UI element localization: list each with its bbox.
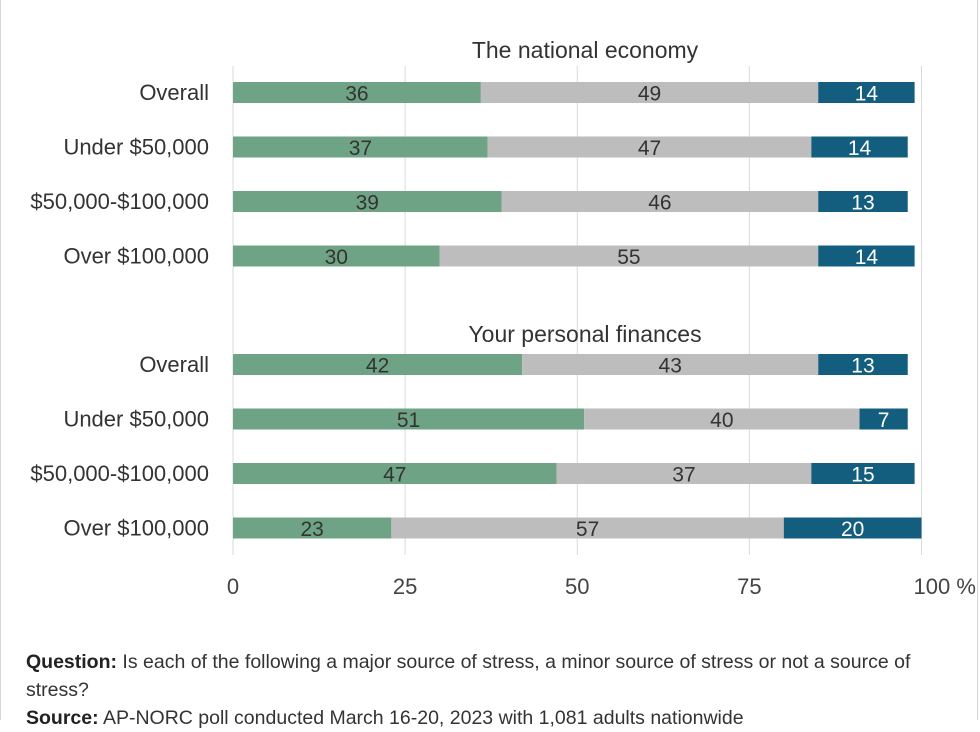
bar-segment <box>501 191 819 212</box>
bar-segment <box>233 245 440 267</box>
data-label: 43 <box>659 355 682 378</box>
panel-title-1: The national economy <box>472 37 699 63</box>
category-label: $50,000-$100,000 <box>30 461 209 486</box>
data-label: 20 <box>841 518 864 541</box>
source-label: Source: <box>26 707 99 729</box>
bar-segment <box>233 517 392 539</box>
data-label: 14 <box>855 83 879 106</box>
x-tick-label: 50 <box>565 574 589 599</box>
stacked-bar-chart: The national economy Overall 36 49 14 Under $… <box>30 37 976 599</box>
data-label: 39 <box>356 192 379 215</box>
category-label: Under $50,000 <box>63 135 209 160</box>
data-label: 36 <box>345 83 368 106</box>
bar-segment <box>811 463 915 484</box>
x-tick-label: 25 <box>393 574 417 599</box>
data-label: 57 <box>576 518 599 541</box>
data-label: 30 <box>325 246 348 269</box>
data-label: 55 <box>617 246 640 269</box>
data-label: 15 <box>851 464 874 487</box>
data-label: 23 <box>300 518 323 541</box>
data-label: 13 <box>851 192 874 215</box>
data-label: 14 <box>855 246 879 269</box>
panel-title-2: Your personal finances <box>468 321 701 347</box>
source-text: AP-NORC poll conducted March 16-20, 2023… <box>98 707 744 729</box>
question-text: Is each of the following a major source … <box>26 651 911 701</box>
x-tick-label: 0 <box>227 574 239 599</box>
bar-segment <box>233 82 481 103</box>
x-tick-label: 100 % <box>914 574 976 599</box>
data-label: 47 <box>638 137 661 160</box>
bar-segment <box>391 517 784 539</box>
category-label: Overall <box>139 352 209 377</box>
data-label: 42 <box>366 355 389 378</box>
data-label: 7 <box>878 409 890 432</box>
bar-segment <box>480 82 819 103</box>
bar-segment <box>818 191 908 212</box>
bar-segment <box>818 354 908 375</box>
x-tick-label: 75 <box>737 574 761 599</box>
data-label: 40 <box>710 409 733 432</box>
bar-segment <box>811 136 908 158</box>
data-label: 46 <box>648 192 671 215</box>
bar-segment <box>233 354 523 375</box>
source-note: Source: AP-NORC poll conducted March 16-… <box>26 704 956 732</box>
bar-segment <box>233 408 585 430</box>
bar-segment <box>783 517 922 539</box>
bar-segment <box>522 354 819 375</box>
bar-segment <box>439 245 819 267</box>
question-note: Question: Is each of the following a maj… <box>26 648 956 704</box>
data-label: 47 <box>383 464 406 487</box>
bar-segment <box>584 408 860 430</box>
data-label: 14 <box>848 137 872 160</box>
category-label: Over $100,000 <box>63 516 209 541</box>
bar-segment <box>859 408 908 430</box>
question-label: Question: <box>26 651 117 673</box>
category-label: Over $100,000 <box>63 244 209 269</box>
bar-segment <box>487 136 812 158</box>
data-label: 51 <box>397 409 420 432</box>
bar-segment <box>818 245 915 267</box>
data-label: 37 <box>672 464 695 487</box>
bar-segment <box>556 463 812 484</box>
bar-segment <box>818 82 915 103</box>
category-label: $50,000-$100,000 <box>30 189 209 214</box>
category-label: Under $50,000 <box>63 407 209 432</box>
bar-segment <box>233 191 502 212</box>
bar-segment <box>233 463 557 484</box>
data-label: 37 <box>349 137 372 160</box>
data-label: 13 <box>851 355 874 378</box>
bar-segment <box>233 136 488 158</box>
data-label: 49 <box>638 83 661 106</box>
category-label: Overall <box>139 80 209 105</box>
